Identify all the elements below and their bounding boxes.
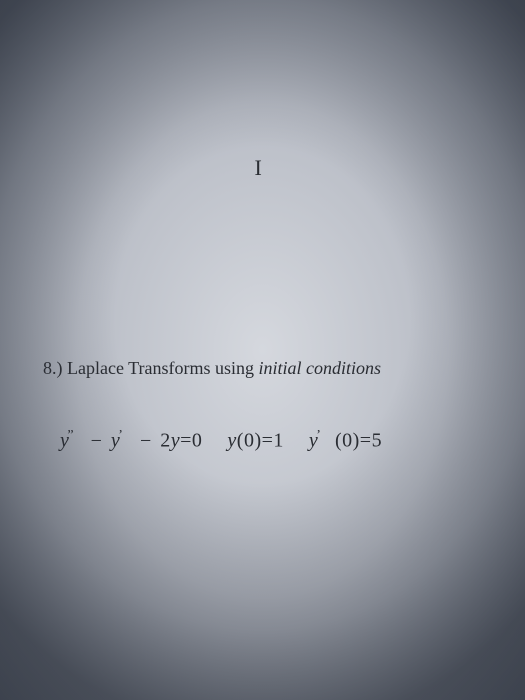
equation: y” − y’ − 2y=0 y(0)=1 y’ (0)=5 bbox=[60, 428, 382, 453]
eq-y2-prime: ’ bbox=[118, 428, 123, 443]
ic2-eq: = bbox=[360, 430, 372, 452]
ic1-val: 1 bbox=[273, 430, 284, 452]
eq-eq1: = bbox=[180, 430, 192, 452]
ic1-arg: (0) bbox=[237, 430, 262, 452]
ic2-val: 5 bbox=[372, 430, 383, 452]
ic1-y: y bbox=[227, 430, 236, 452]
problem-title-italic: initial conditions bbox=[258, 358, 381, 378]
ic2-arg: (0) bbox=[335, 430, 360, 452]
eq-y3: y bbox=[171, 430, 180, 452]
document-page: I 8.) Laplace Transforms using initial c… bbox=[0, 0, 525, 700]
problem-title: 8.) Laplace Transforms using initial con… bbox=[43, 358, 381, 379]
cursor-mark: I bbox=[255, 155, 262, 181]
eq-minus1: − bbox=[91, 430, 103, 452]
problem-title-text: Laplace Transforms using bbox=[67, 358, 258, 378]
eq-minus2: − bbox=[140, 430, 152, 452]
problem-number: 8.) bbox=[43, 358, 63, 378]
eq-val0: 0 bbox=[192, 430, 203, 452]
ic2-prime: ’ bbox=[316, 428, 321, 443]
ic1-eq: = bbox=[262, 430, 274, 452]
eq-coef: 2 bbox=[160, 430, 171, 452]
eq-y1-prime: ” bbox=[67, 428, 74, 443]
